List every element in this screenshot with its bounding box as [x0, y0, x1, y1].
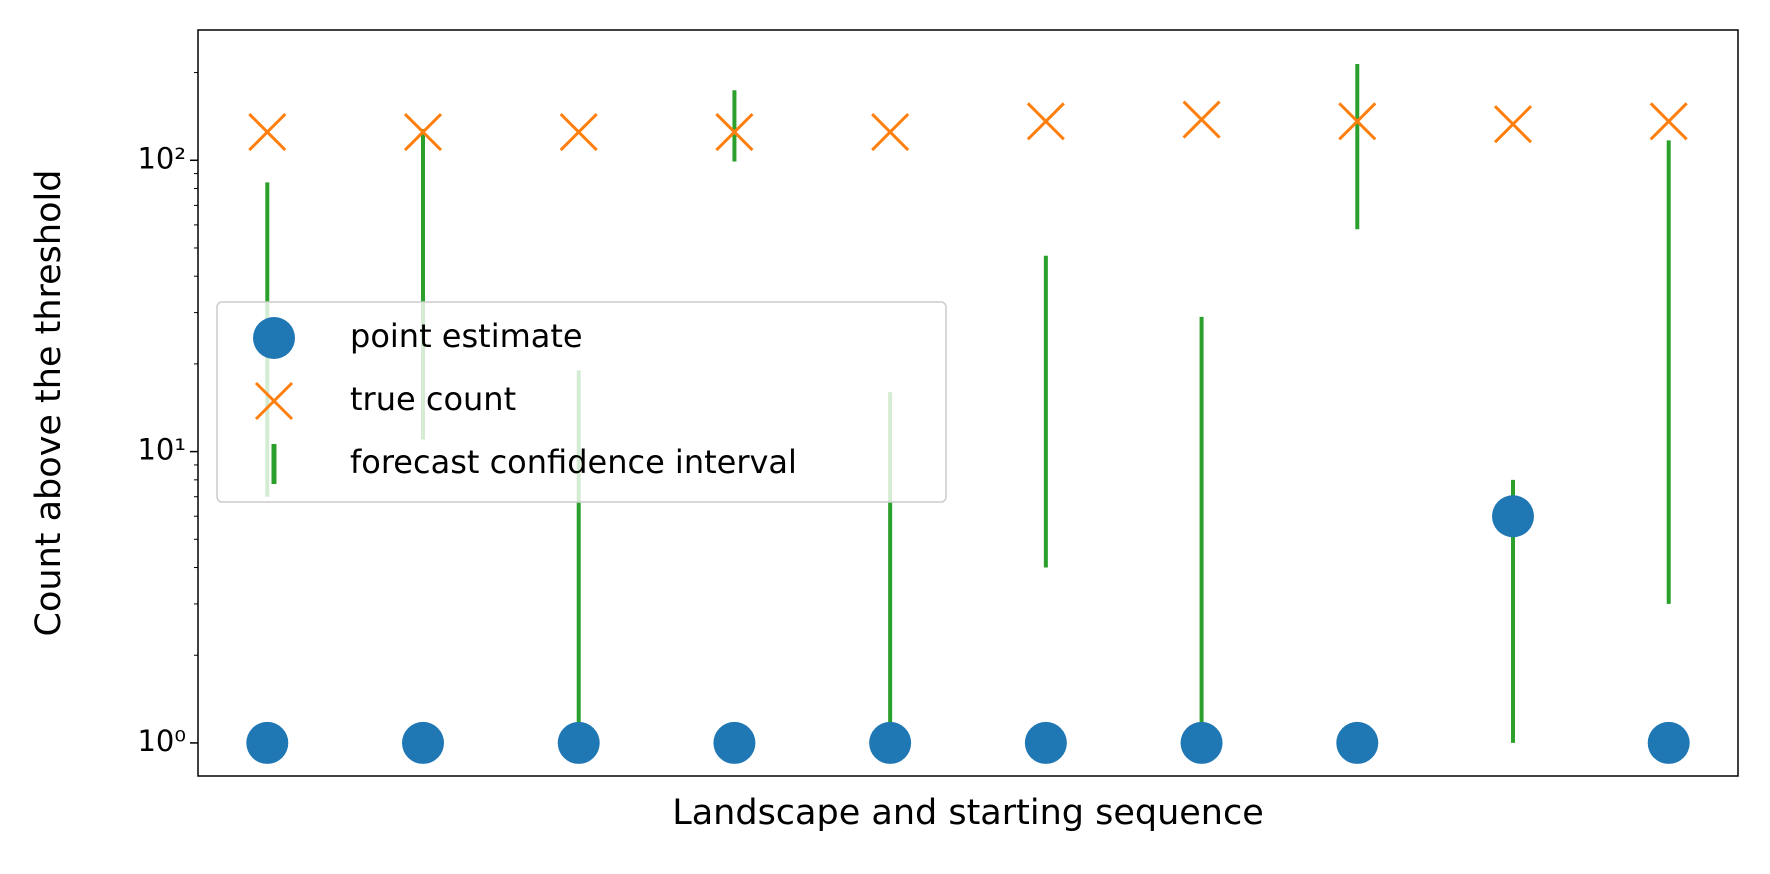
x-axis-label: Landscape and starting sequence	[672, 793, 1264, 833]
point	[1024, 721, 1067, 764]
legend-label: point estimate	[350, 317, 583, 355]
point	[557, 721, 600, 764]
point	[246, 721, 289, 764]
x-marker	[715, 112, 754, 152]
legend-marker	[254, 381, 294, 421]
legend: point estimate true count forecast confide…	[216, 301, 947, 503]
x-marker	[403, 112, 443, 152]
point	[869, 721, 912, 764]
y-tick-label: 10⁰	[137, 724, 186, 758]
x-marker	[1649, 102, 1688, 141]
legend-label: forecast confidence interval	[350, 443, 797, 481]
y-axis-label: Count above the threshold	[29, 170, 69, 637]
legend-box	[216, 301, 947, 503]
point	[1491, 495, 1534, 538]
point	[713, 721, 756, 764]
legend-marker	[253, 317, 295, 359]
point	[402, 721, 445, 764]
y-tick-label: 10¹	[137, 433, 186, 467]
legend-label: true count	[350, 380, 516, 418]
x-marker	[559, 112, 598, 152]
x-marker	[1338, 102, 1377, 141]
x-marker	[1026, 102, 1065, 141]
x-marker	[871, 112, 910, 152]
x-marker	[1182, 100, 1221, 139]
x-marker	[1493, 105, 1533, 144]
point	[1336, 721, 1379, 764]
point	[1180, 721, 1223, 764]
y-tick-label: 10²	[137, 141, 186, 175]
plot-frame	[197, 29, 1739, 777]
point	[1647, 721, 1690, 764]
x-marker	[248, 112, 287, 152]
